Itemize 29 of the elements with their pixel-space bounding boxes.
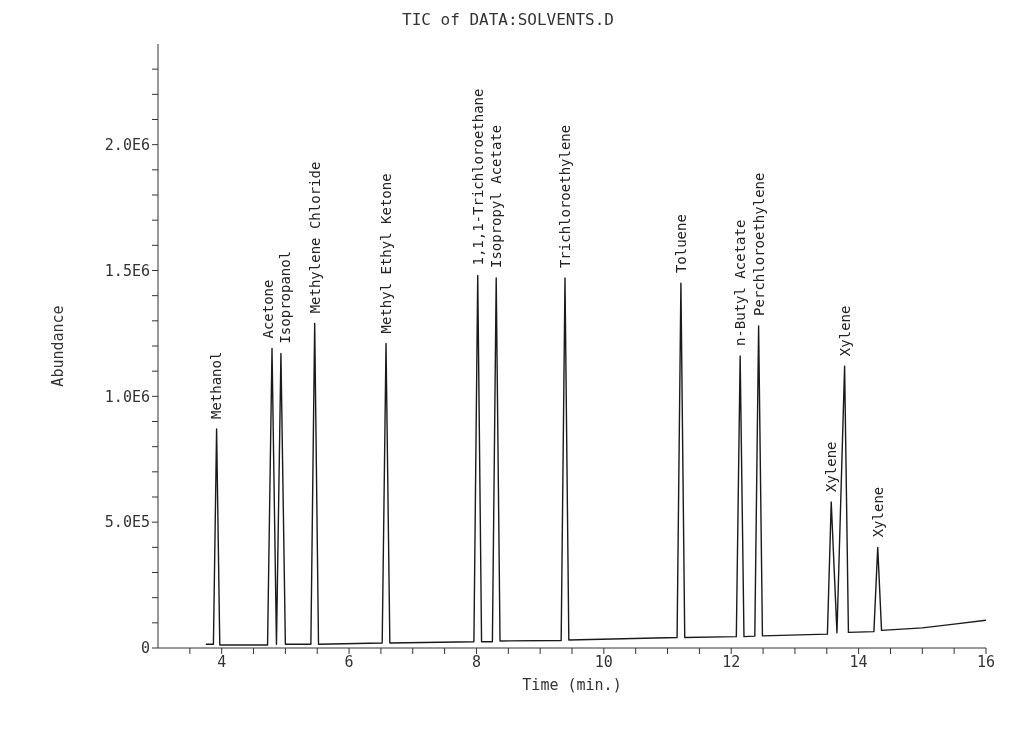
x-tick-label: 6 [344,652,354,671]
annotation: Isopropanol [276,250,293,344]
x-tick-label: 4 [217,652,227,671]
annotation: 1,1,1-Trichloroethane [469,88,486,266]
x-tick-label: 8 [471,652,481,671]
y-tick-label: 0 [140,639,150,658]
y-tick-label: 1.5E6 [104,261,150,280]
x-tick-label: 10 [594,652,613,671]
x-tick-label: 16 [976,652,996,671]
annotation: Trichloroethylene [556,124,573,269]
y-tick-label: 2.0E6 [104,135,150,154]
chart-title: TIC of DATA:SOLVENTS.D [401,10,615,29]
y-tick-label: 1.0E6 [104,387,150,406]
x-tick-label: 12 [722,652,741,671]
x-axis-title: Time (min.) [522,676,622,694]
annotation: Perchloroethylene [750,172,767,316]
annotation: Methylene Chloride [306,161,323,314]
y-axis-title: Abundance [49,305,68,387]
y-tick-label: 5.0E5 [104,513,150,532]
annotation: Xylene [823,441,840,493]
annotation: Xylene [869,486,886,538]
annotation: Xylene [836,305,853,357]
annotation: Methanol [208,351,225,420]
annotation: Acetone [259,279,276,339]
annotation: Methyl Ethyl Ketone [377,173,394,334]
x-tick-label: 14 [849,652,868,671]
annotation: Toluene [672,214,689,274]
annotation: Isopropyl Acetate [488,124,505,269]
annotation: n-Butyl Acetate [732,219,749,347]
